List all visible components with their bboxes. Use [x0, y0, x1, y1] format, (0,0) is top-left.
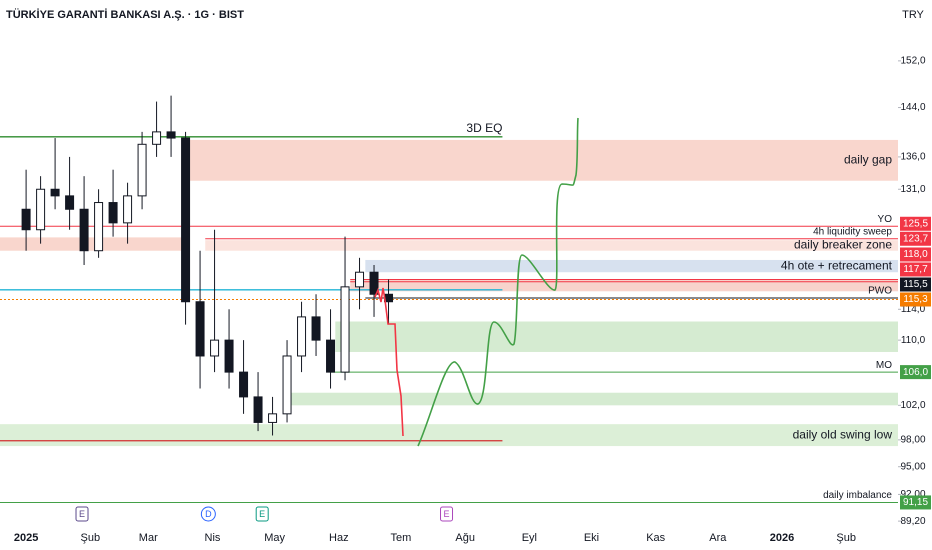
candle-body [224, 339, 234, 373]
price-badge [900, 262, 931, 277]
candle-body [123, 195, 133, 224]
event-label: E [259, 509, 265, 519]
y-tick-label: 110,0 [901, 335, 926, 346]
candle-body [340, 286, 350, 373]
candle-body [79, 208, 89, 252]
y-tick-label: 89,20 [900, 516, 925, 527]
event-marker [75, 506, 89, 522]
level-name: YO [878, 214, 893, 225]
price-badge-label: 106,0 [903, 367, 928, 378]
zone-label: 4h ote + retrecament [781, 258, 893, 272]
price-badge [900, 247, 931, 262]
zone [0, 237, 186, 251]
level-name: 4h liquidity sweep [813, 226, 892, 237]
price-badge [900, 365, 931, 380]
y-tick-label: 144,0 [900, 102, 925, 113]
x-tick-label: Şub [81, 532, 101, 544]
projection-down [374, 287, 404, 437]
plot: daily gap daily breaker zone 4h ote + retr… [0, 56, 931, 544]
candle-body [355, 271, 365, 288]
event-label: E [444, 509, 450, 519]
zone [205, 240, 899, 251]
event-label: E [79, 509, 85, 519]
price-badge [900, 495, 931, 510]
zone [287, 392, 899, 406]
chart-title: TÜRKİYE GARANTİ BANKASI A.Ş. · 1G · BIST [6, 8, 244, 21]
zone [0, 424, 898, 447]
candle-body [21, 208, 31, 231]
zone [350, 279, 898, 292]
level-name: PWO [868, 286, 892, 297]
y-tick-label: 131,0 [900, 184, 925, 195]
candle-body [108, 202, 118, 224]
x-tick-label: Şub [836, 532, 856, 544]
x-tick-label: 2026 [770, 532, 794, 544]
x-tick-label: 2025 [14, 532, 38, 544]
y-tick-label: 114,0 [901, 304, 926, 315]
zone-label: daily old swing low [793, 427, 893, 441]
price-badge-label: 117,7 [903, 264, 928, 275]
candle-body [195, 301, 205, 357]
y-tick-label: 152,0 [900, 56, 925, 67]
price-badge-label: 125,5 [903, 218, 928, 229]
candle-body [166, 131, 176, 139]
level-name: MO [876, 360, 892, 371]
event-marker [200, 506, 216, 522]
x-tick-label: Ağu [455, 532, 475, 544]
candle-body [282, 355, 292, 415]
event-marker [255, 506, 269, 522]
candle-body [311, 316, 321, 341]
y-tick-label: 92,00 [900, 489, 925, 500]
x-tick-label: Haz [329, 532, 349, 544]
price-badge-label: 115,3 [903, 294, 928, 305]
price-badge [900, 216, 931, 231]
x-tick-label: May [264, 532, 285, 544]
level-name: daily imbalance [823, 490, 892, 501]
candle-body [326, 339, 336, 373]
candle-body [253, 396, 263, 423]
candle-body [65, 195, 75, 210]
event-label: D [205, 509, 212, 519]
price-badge-label: 118,0 [903, 249, 928, 260]
projection-up [417, 117, 579, 447]
zone [185, 139, 898, 181]
line-label: 3D EQ [466, 121, 502, 135]
price-badge [900, 277, 931, 292]
zone-label: daily breaker zone [794, 238, 892, 252]
currency: TRY [902, 9, 924, 21]
x-tick-label: Nis [205, 532, 221, 544]
candle-body [239, 371, 249, 398]
x-tick-label: Mar [139, 532, 158, 544]
zone [335, 321, 898, 352]
x-tick-label: Kas [646, 532, 665, 544]
y-tick-label: 136,0 [900, 152, 925, 163]
price-badge [900, 231, 931, 246]
zone-label: daily gap [844, 153, 892, 167]
candle-body [137, 143, 147, 197]
candle-body [181, 137, 191, 303]
x-tick-label: Ara [709, 532, 727, 544]
price-badge-label: 115,5 [903, 279, 928, 290]
candle-body [297, 316, 307, 357]
event-marker [440, 506, 454, 522]
candle-body [152, 131, 162, 145]
zone [365, 259, 898, 273]
candle-body [94, 202, 104, 252]
price-badge-label: 123,7 [903, 233, 928, 244]
candle-body [50, 188, 60, 197]
candle-body [210, 339, 220, 357]
price-badge-label: 91,15 [903, 497, 928, 508]
y-tick-label: 95,00 [900, 461, 925, 472]
x-tick-label: Tem [391, 532, 412, 544]
y-tick-label: 102,0 [900, 400, 925, 411]
price-badge [900, 292, 931, 307]
x-tick-label: Eki [584, 532, 599, 544]
candle-body [369, 271, 379, 295]
x-tick-label: Eyl [522, 532, 537, 544]
y-tick-label: 98,00 [900, 435, 925, 446]
candle-body [36, 188, 46, 231]
candle-body [268, 413, 278, 423]
